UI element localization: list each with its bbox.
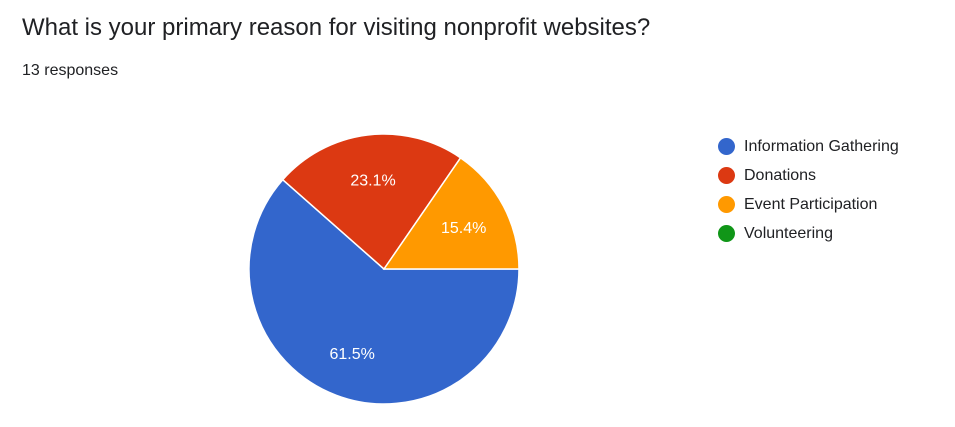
legend-swatch [718, 225, 735, 242]
legend-swatch [718, 196, 735, 213]
chart-legend: Information Gathering Donations Event Pa… [718, 132, 899, 248]
pie-slice-event-participation[interactable] [382, 156, 520, 270]
legend-swatch [718, 167, 735, 184]
response-count: 13 responses [22, 62, 119, 79]
legend-item[interactable]: Volunteering [718, 219, 899, 248]
legend-label: Event Participation [744, 195, 878, 213]
legend-label: Information Gathering [744, 137, 899, 155]
slice-label-information-gathering: 61.5% [329, 346, 374, 363]
pie-slice-donations[interactable] [281, 133, 462, 271]
legend-item[interactable]: Event Participation [718, 190, 899, 219]
legend-item[interactable]: Donations [718, 161, 899, 190]
legend-swatch [718, 138, 735, 155]
slice-label-donations: 23.1% [350, 173, 395, 190]
legend-label: Volunteering [744, 224, 833, 242]
legend-item[interactable]: Information Gathering [718, 132, 899, 161]
question-title: What is your primary reason for visiting… [22, 14, 651, 41]
pie-slice-information-gathering[interactable] [248, 178, 520, 405]
legend-label: Donations [744, 166, 817, 184]
slice-label-event-participation: 15.4% [441, 220, 486, 237]
